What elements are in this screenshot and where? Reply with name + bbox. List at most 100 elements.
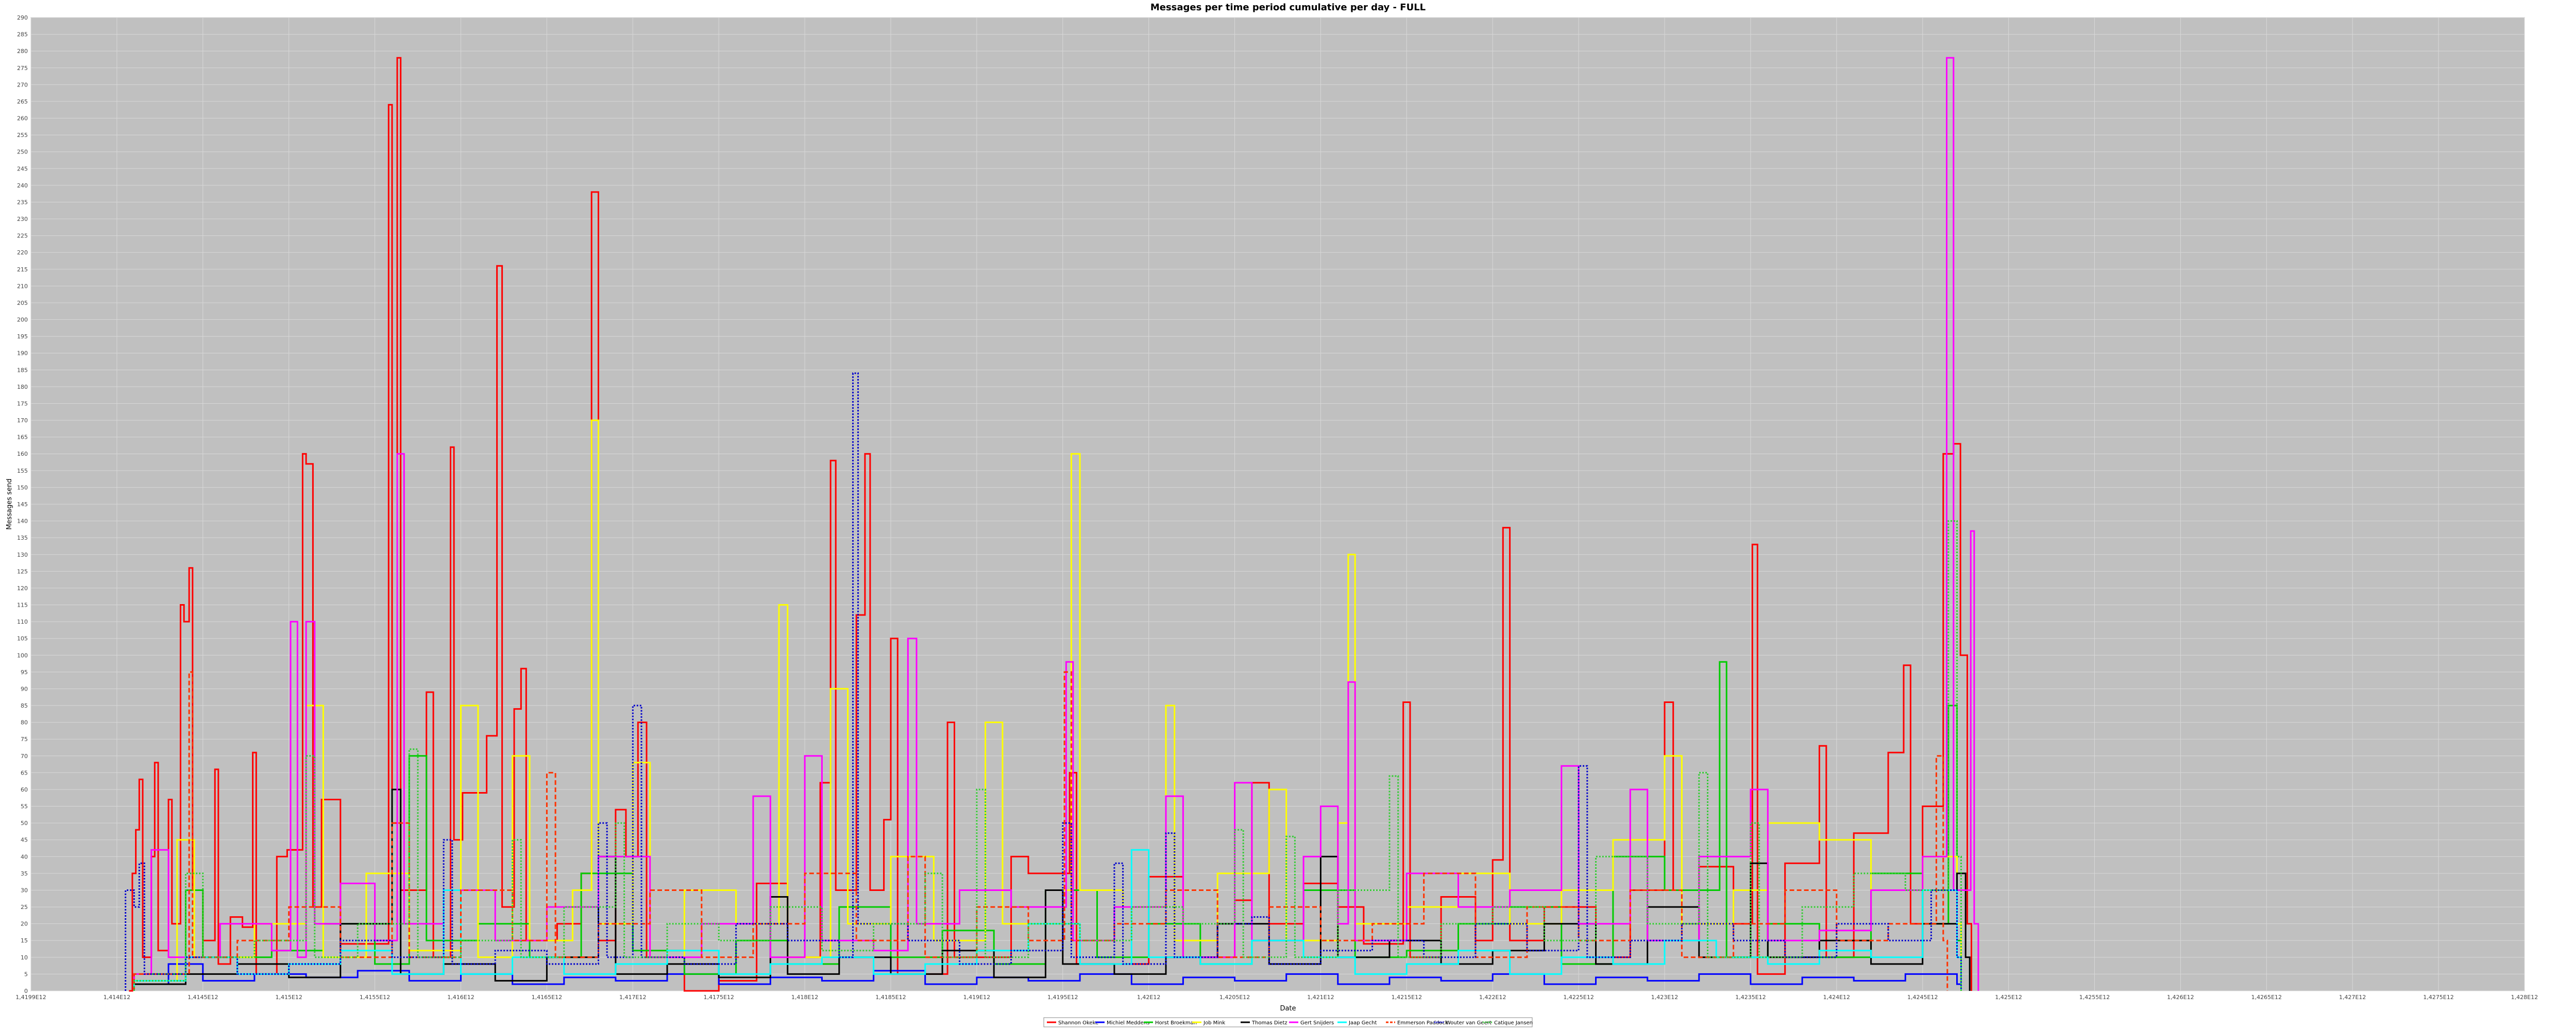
- y-tick-label: 270: [17, 81, 28, 88]
- x-tick-label: 1,4145E12: [188, 994, 218, 1001]
- y-tick-label: 275: [17, 65, 28, 72]
- series-line: [133, 419, 1962, 991]
- legend-entry: Emmerson Paddock: [1397, 1020, 1448, 1026]
- y-tick-label: 85: [21, 702, 28, 709]
- x-tick-label: 1,421E12: [1307, 994, 1334, 1001]
- x-tick-label: 1,4215E12: [1392, 994, 1422, 1001]
- legend-entry: Job Mink: [1203, 1020, 1225, 1026]
- y-tick-label: 120: [17, 585, 28, 592]
- y-tick-label: 20: [21, 921, 28, 928]
- x-tick-label: 1,427E12: [2339, 994, 2366, 1001]
- y-tick-label: 205: [17, 300, 28, 306]
- x-tick-label: 1,424E12: [1823, 994, 1850, 1001]
- y-tick-label: 160: [17, 451, 28, 457]
- y-tick-label: 40: [21, 853, 28, 860]
- x-tick-label: 1,417E12: [619, 994, 646, 1001]
- y-tick-label: 75: [21, 736, 28, 743]
- y-tick-label: 0: [24, 988, 28, 994]
- y-tick-label: 190: [17, 350, 28, 357]
- y-tick-label: 60: [21, 786, 28, 793]
- x-axis-label: Date: [1280, 1005, 1296, 1012]
- x-tick-label: 1,414E12: [104, 994, 130, 1001]
- y-tick-label: 240: [17, 182, 28, 189]
- y-tick-label: 260: [17, 115, 28, 122]
- y-tick-label: 165: [17, 434, 28, 441]
- y-tick-label: 155: [17, 468, 28, 474]
- y-tick-label: 80: [21, 719, 28, 726]
- y-tick-label: 95: [21, 669, 28, 676]
- x-tick-label: 1,419E12: [963, 994, 990, 1001]
- series-lines: [125, 57, 1979, 992]
- series-line: [133, 57, 1979, 991]
- y-tick-label: 225: [17, 233, 28, 239]
- x-tick-label: 1,426E12: [2167, 994, 2194, 1001]
- legend-entry: Wouter van Geert: [1446, 1020, 1492, 1026]
- series-line: [129, 57, 1972, 992]
- y-tick-label: 30: [21, 887, 28, 894]
- y-tick-label: 280: [17, 48, 28, 55]
- y-tick-label: 215: [17, 266, 28, 273]
- y-tick-label: 15: [21, 937, 28, 944]
- y-tick-label: 45: [21, 837, 28, 844]
- y-tick-label: 110: [17, 619, 28, 625]
- legend-entry: Horst Broekman: [1155, 1020, 1197, 1026]
- series-line: [133, 963, 1962, 991]
- x-tick-label: 1,423E12: [1651, 994, 1678, 1001]
- x-tick-label: 1,4195E12: [1047, 994, 1078, 1001]
- x-tick-label: 1,425E12: [1995, 994, 2022, 1001]
- legend: Shannon Okeke Michiel Meddens Horst Broekm…: [1043, 1017, 1533, 1027]
- y-tick-label: 70: [21, 753, 28, 760]
- x-tick-label: 1,4175E12: [703, 994, 734, 1001]
- y-tick-label: 230: [17, 216, 28, 222]
- y-tick-label: 255: [17, 132, 28, 139]
- y-tick-label: 235: [17, 199, 28, 205]
- y-tick-label: 200: [17, 317, 28, 323]
- y-tick-label: 150: [17, 484, 28, 491]
- legend-entry: Shannon Okeke: [1058, 1020, 1098, 1026]
- y-tick-label: 25: [21, 904, 28, 911]
- x-tick-label: 1,415E12: [275, 994, 302, 1001]
- y-tick-label: 125: [17, 568, 28, 575]
- x-tick-label: 1,4235E12: [1735, 994, 1766, 1001]
- y-tick-label: 115: [17, 602, 28, 609]
- x-tick-label: 1,418E12: [791, 994, 818, 1001]
- x-tick-label: 1,4265E12: [2251, 994, 2282, 1001]
- y-tick-label: 245: [17, 165, 28, 172]
- y-tick-label: 135: [17, 535, 28, 541]
- y-tick-label: 180: [17, 384, 28, 390]
- legend-entry: Gert Snijders: [1300, 1020, 1334, 1026]
- x-tick-label: 1,4275E12: [2423, 994, 2453, 1001]
- y-tick-label: 170: [17, 417, 28, 424]
- legend-entry: Catique Jansen: [1494, 1020, 1533, 1026]
- y-tick-label: 250: [17, 149, 28, 156]
- y-tick-label: 290: [17, 14, 28, 21]
- y-tick-label: 130: [17, 552, 28, 558]
- y-tick-label: 35: [21, 870, 28, 877]
- y-tick-label: 220: [17, 249, 28, 256]
- x-tick-label: 1,4255E12: [2079, 994, 2110, 1001]
- series-line: [133, 520, 1962, 991]
- x-tick-label: 1,4155E12: [360, 994, 390, 1001]
- x-tick-label: 1,416E12: [447, 994, 474, 1001]
- x-tick-label: 1,4225E12: [1563, 994, 1594, 1001]
- grid-lines: [30, 17, 2525, 991]
- y-tick-label: 100: [17, 652, 28, 659]
- y-tick-label: 145: [17, 501, 28, 508]
- x-tick-label: 1,42E12: [1137, 994, 1160, 1001]
- series-line: [125, 372, 1962, 991]
- legend-box: [1043, 1017, 1533, 1027]
- y-tick-label: 10: [21, 954, 28, 961]
- y-tick-label: 195: [17, 333, 28, 340]
- legend-entry: Jaap Gecht: [1348, 1020, 1377, 1026]
- x-tick-label: 1,4245E12: [1907, 994, 1938, 1001]
- y-tick-label: 5: [24, 971, 28, 977]
- y-tick-label: 105: [17, 636, 28, 642]
- x-tick-label: 1,422E12: [1479, 994, 1506, 1001]
- y-tick-label: 265: [17, 98, 28, 105]
- y-tick-label: 285: [17, 31, 28, 38]
- legend-entry: Michiel Meddens: [1107, 1020, 1149, 1026]
- y-tick-label: 90: [21, 685, 28, 692]
- x-tick-label: 1,4205E12: [1219, 994, 1250, 1001]
- x-tick-label: 1,4185E12: [875, 994, 906, 1001]
